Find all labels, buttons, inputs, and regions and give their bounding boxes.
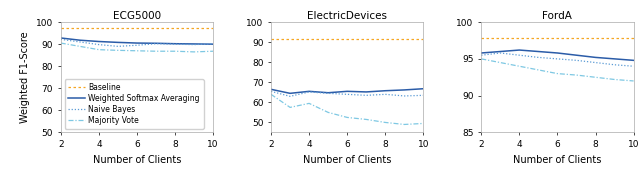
Title: FordA: FordA bbox=[543, 11, 572, 21]
Title: ElectricDevices: ElectricDevices bbox=[307, 11, 387, 21]
X-axis label: Number of Clients: Number of Clients bbox=[303, 155, 392, 165]
Legend: Baseline, Weighted Softmax Averaging, Naive Bayes, Majority Vote: Baseline, Weighted Softmax Averaging, Na… bbox=[65, 79, 204, 129]
X-axis label: Number of Clients: Number of Clients bbox=[93, 155, 181, 165]
Y-axis label: Weighted F1-Score: Weighted F1-Score bbox=[20, 31, 30, 123]
X-axis label: Number of Clients: Number of Clients bbox=[513, 155, 602, 165]
Title: ECG5000: ECG5000 bbox=[113, 11, 161, 21]
